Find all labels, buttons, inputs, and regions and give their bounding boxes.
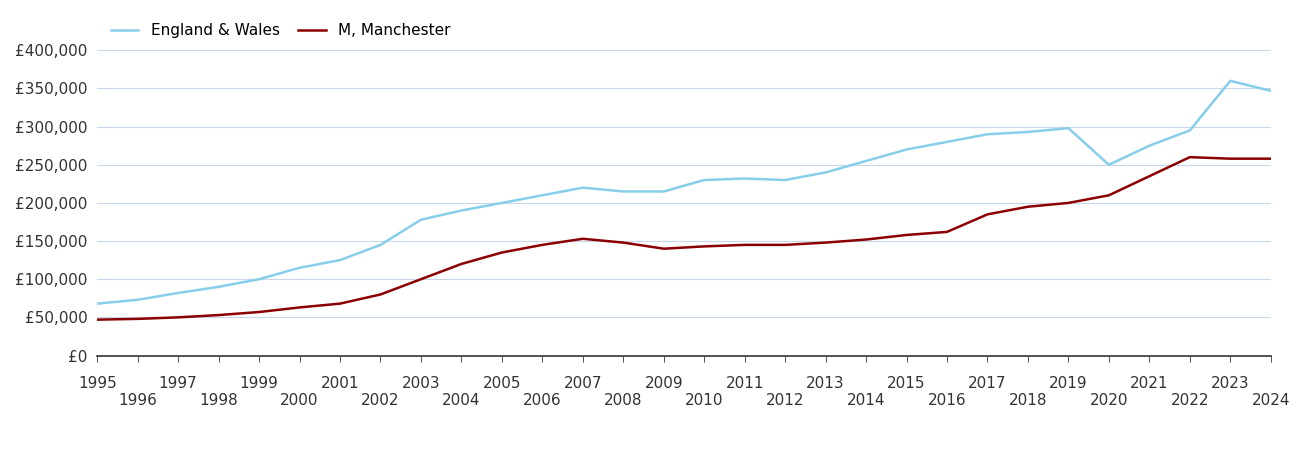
Text: 2022: 2022 [1171,393,1208,408]
Text: 2024: 2024 [1251,393,1291,408]
Text: 2023: 2023 [1211,376,1250,392]
England & Wales [89,301,104,306]
Text: 2014: 2014 [847,393,885,408]
England & Wales [333,257,348,263]
M, Manchester [89,317,104,322]
England & Wales [818,170,834,175]
M, Manchester [778,242,793,248]
M, Manchester [1061,200,1077,206]
Text: 2004: 2004 [442,393,480,408]
England & Wales [940,139,955,144]
Text: 1998: 1998 [200,393,238,408]
England & Wales [1142,143,1158,148]
England & Wales [1021,129,1036,135]
England & Wales [535,193,551,198]
Text: 2018: 2018 [1009,393,1047,408]
England & Wales [737,176,753,181]
M, Manchester [656,246,672,252]
M, Manchester [1263,156,1279,162]
M, Manchester [1142,174,1158,179]
England & Wales [576,185,591,190]
Text: 2015: 2015 [887,376,925,392]
England & Wales [1101,162,1117,167]
M, Manchester [818,240,834,245]
Text: 2000: 2000 [281,393,318,408]
Text: 2013: 2013 [806,376,844,392]
England & Wales [1223,78,1238,84]
M, Manchester [616,240,632,245]
England & Wales [373,242,389,248]
Text: 2017: 2017 [968,376,1006,392]
England & Wales [211,284,227,289]
England & Wales [171,290,187,296]
M, Manchester [899,232,915,238]
M, Manchester [454,261,470,267]
M, Manchester [737,242,753,248]
Text: 2008: 2008 [604,393,642,408]
M, Manchester [940,229,955,234]
M, Manchester [373,292,389,297]
M, Manchester [1182,154,1198,160]
Line: England & Wales: England & Wales [97,81,1271,304]
Text: 1996: 1996 [119,393,157,408]
England & Wales [1263,88,1279,94]
M, Manchester [252,309,268,315]
M, Manchester [1101,193,1117,198]
M, Manchester [697,244,713,249]
England & Wales [414,217,429,222]
Legend: England & Wales, M, Manchester: England & Wales, M, Manchester [104,17,457,44]
M, Manchester [576,236,591,242]
Text: 2011: 2011 [726,376,763,392]
England & Wales [859,158,874,164]
Text: 1999: 1999 [240,376,278,392]
M, Manchester [1223,156,1238,162]
Text: 2005: 2005 [483,376,521,392]
Text: 2019: 2019 [1049,376,1088,392]
England & Wales [980,131,996,137]
M, Manchester [414,276,429,282]
England & Wales [292,265,308,270]
Text: 2010: 2010 [685,393,723,408]
England & Wales [130,297,146,302]
Text: 2009: 2009 [645,376,683,392]
England & Wales [778,177,793,183]
M, Manchester [333,301,348,306]
Text: 2012: 2012 [766,393,804,408]
Text: 2007: 2007 [564,376,602,392]
England & Wales [899,147,915,152]
M, Manchester [130,316,146,322]
Text: 1995: 1995 [78,376,116,392]
Text: 2021: 2021 [1130,376,1168,392]
M, Manchester [1021,204,1036,209]
M, Manchester [292,305,308,310]
Text: 2006: 2006 [523,393,561,408]
M, Manchester [211,312,227,318]
Text: 2002: 2002 [361,393,399,408]
Line: M, Manchester: M, Manchester [97,157,1271,320]
M, Manchester [980,212,996,217]
M, Manchester [495,250,510,255]
England & Wales [616,189,632,194]
M, Manchester [535,242,551,248]
Text: 2016: 2016 [928,393,966,408]
Text: 2001: 2001 [321,376,359,392]
Text: 2020: 2020 [1090,393,1128,408]
M, Manchester [171,315,187,320]
England & Wales [697,177,713,183]
M, Manchester [859,237,874,242]
England & Wales [495,200,510,206]
Text: 2003: 2003 [402,376,440,392]
England & Wales [656,189,672,194]
England & Wales [1061,126,1077,131]
Text: 1997: 1997 [159,376,197,392]
England & Wales [454,208,470,213]
England & Wales [252,276,268,282]
England & Wales [1182,128,1198,133]
